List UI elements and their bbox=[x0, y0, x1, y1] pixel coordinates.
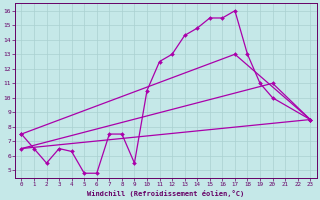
X-axis label: Windchill (Refroidissement éolien,°C): Windchill (Refroidissement éolien,°C) bbox=[87, 190, 244, 197]
